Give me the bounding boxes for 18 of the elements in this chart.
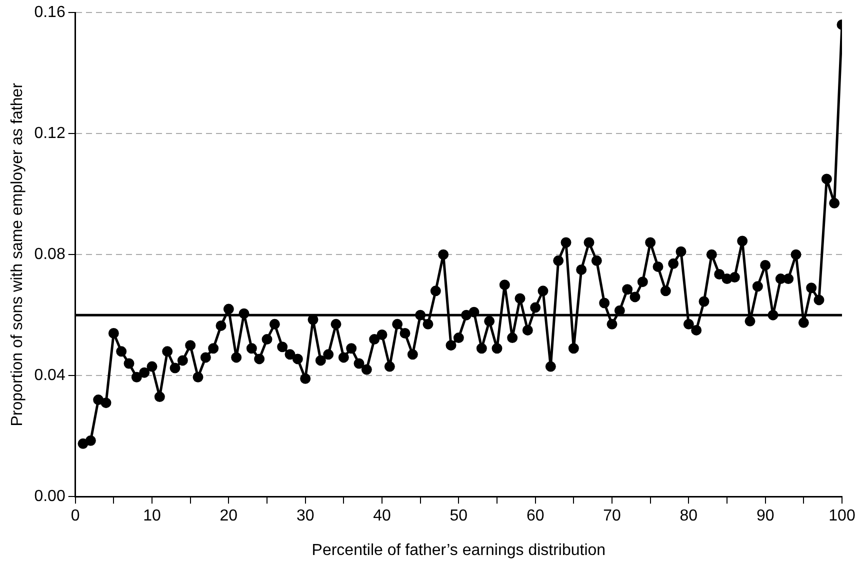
x-tick-label: 50 xyxy=(450,508,468,525)
y-tick-label: 0.12 xyxy=(34,125,66,142)
y-tick-label: 0.16 xyxy=(34,4,66,22)
x-tick-label: 60 xyxy=(526,508,544,525)
x-tick-label: 40 xyxy=(373,508,392,525)
y-axis-title: Proportion of sons with same employer as father xyxy=(9,82,26,426)
y-tick-label: 0.00 xyxy=(34,488,66,506)
x-tick-label: 90 xyxy=(756,508,774,525)
y-tick-label: 0.04 xyxy=(34,367,66,384)
x-tick-label: 30 xyxy=(296,508,314,525)
x-tick-label: 80 xyxy=(680,508,698,525)
x-tick-label: 20 xyxy=(220,508,238,525)
x-tick-label: 70 xyxy=(603,508,621,525)
x-axis-title: Percentile of father’s earnings distribution xyxy=(312,542,606,559)
x-tick-label: 0 xyxy=(70,508,80,525)
x-tick-label: 10 xyxy=(143,508,162,525)
x-tick-label: 100 xyxy=(828,508,856,525)
y-tick-label: 0.08 xyxy=(34,246,66,264)
